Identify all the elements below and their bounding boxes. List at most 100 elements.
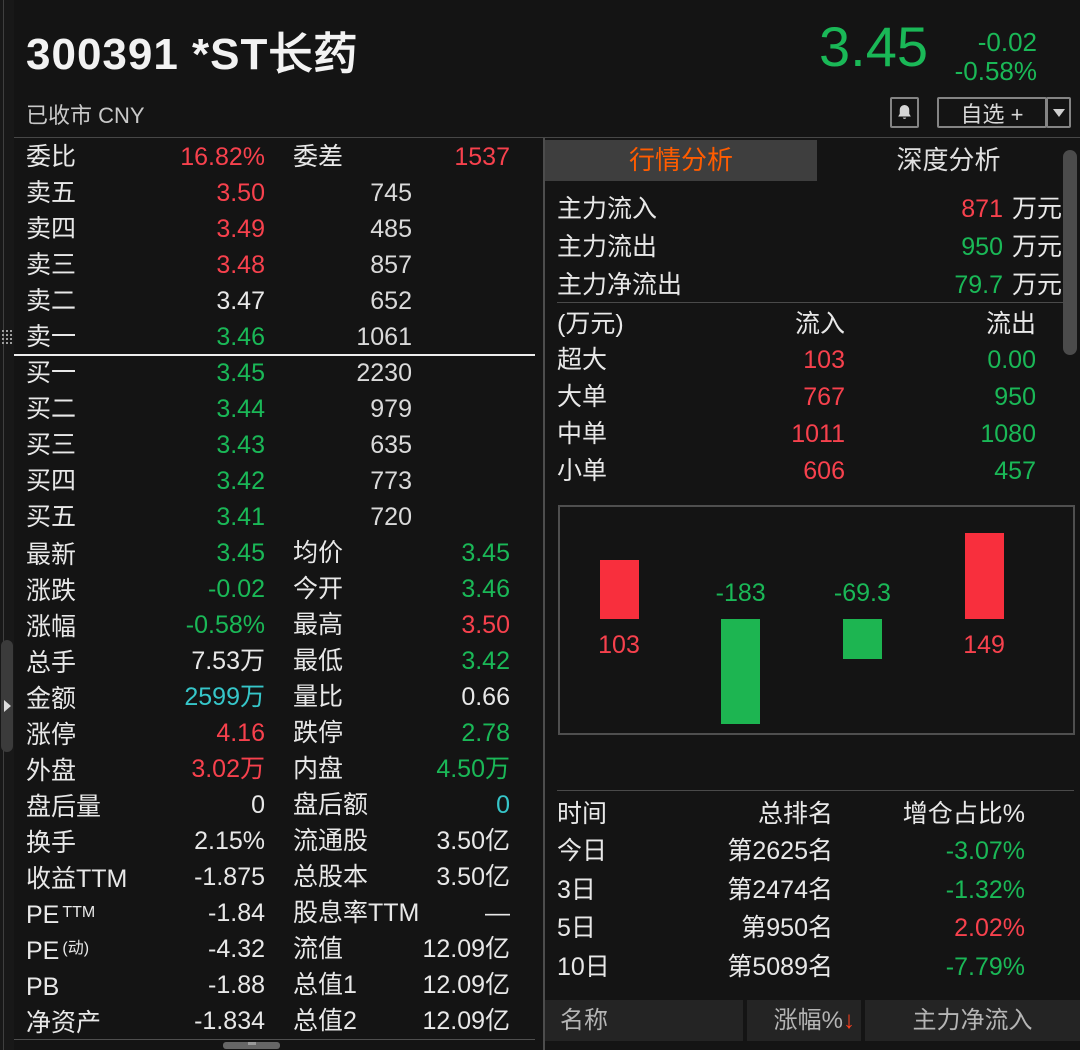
ask-row[interactable]: 卖三 3.48 857: [14, 247, 535, 283]
level-price[interactable]: 3.50: [216, 179, 265, 207]
level-price[interactable]: 3.43: [216, 431, 265, 459]
rank-time: 今日: [557, 837, 608, 865]
panel-divider[interactable]: [543, 138, 545, 1050]
stat-value-1: -0.58%: [185, 611, 265, 639]
tab-quote-analysis[interactable]: 行情分析: [545, 140, 817, 181]
stat-value-1: -0.02: [208, 575, 265, 603]
position-pct: -7.79%: [945, 952, 1025, 981]
level-price[interactable]: 3.47: [216, 287, 265, 315]
spread-divider: [14, 354, 535, 356]
quote-panel: 委比 16.82% 委差 1537 卖五 3.50 745 卖四 3.49 48…: [14, 139, 535, 1039]
vertical-scrollbar[interactable]: [1063, 150, 1077, 355]
level-label: 买五: [26, 503, 77, 531]
stat-value-1: -1.84: [208, 899, 265, 927]
flow-label: 主力流入: [557, 195, 658, 223]
bid-row[interactable]: 买五 3.41 720: [14, 499, 535, 535]
level-volume: 635: [370, 431, 412, 459]
stat-row: PE TTM -1.84 股息率TTM —: [14, 895, 535, 931]
drag-handle-icon[interactable]: [2, 330, 12, 344]
inflow-value: 606: [803, 457, 845, 485]
bid-row[interactable]: 买二 3.44 979: [14, 391, 535, 427]
left-splitter-bar[interactable]: [0, 0, 14, 1050]
flow-value: 79.7 万元: [954, 266, 1062, 304]
level-label: 卖二: [26, 287, 77, 315]
ask-row[interactable]: 卖五 3.50 745: [14, 175, 535, 211]
main-flow-row: 主力流入 871 万元: [557, 190, 1062, 228]
flow-unit: 万元: [1011, 271, 1062, 299]
flow-amount: 950: [961, 233, 1003, 261]
flow-table-row: 超大 103 0.00: [557, 342, 1036, 379]
level-price[interactable]: 3.44: [216, 395, 265, 423]
splitter-line: [3, 0, 4, 1050]
stat-label-1-suffix: [76, 616, 79, 633]
column-change-pct-sorted[interactable]: 涨幅%↓: [747, 1000, 861, 1041]
stat-row: 净资产 -1.834 总值2 12.09亿: [14, 1003, 535, 1039]
order-size-label: 超大: [557, 346, 608, 374]
netflow-bar-value-1: -183: [715, 579, 766, 607]
stat-value-2: 2.78: [461, 719, 510, 747]
stat-label-2: 总值1: [293, 971, 357, 999]
column-name[interactable]: 名称: [545, 1000, 743, 1041]
ask-row[interactable]: 卖四 3.49 485: [14, 211, 535, 247]
watchlist-dropdown-button[interactable]: [1046, 97, 1071, 128]
bid-row[interactable]: 买三 3.43 635: [14, 427, 535, 463]
level-price[interactable]: 3.42: [216, 467, 265, 495]
left-panel-bottom-border: [14, 1039, 535, 1040]
rank-value: 第2474名: [727, 875, 833, 904]
level-price[interactable]: 3.48: [216, 251, 265, 279]
stat-label-1-suffix: [76, 760, 79, 777]
flow-unit: 万元: [1011, 233, 1062, 261]
column-main-net-inflow[interactable]: 主力净流入: [865, 1000, 1080, 1041]
level-volume: 857: [370, 251, 412, 279]
add-watchlist-button[interactable]: 自选 +: [937, 97, 1047, 128]
stat-row: 外盘 3.02万 内盘 4.50万: [14, 751, 535, 787]
bid-row[interactable]: 买四 3.42 773: [14, 463, 535, 499]
stat-row: PB -1.88 总值1 12.09亿: [14, 967, 535, 1003]
stat-row: 涨幅 -0.58% 最高 3.50: [14, 607, 535, 643]
stat-value-2: 0: [496, 791, 510, 819]
stat-label-1-suffix: [76, 724, 79, 741]
chevron-down-icon: [1052, 108, 1065, 117]
change-value: -0.02: [977, 27, 1037, 57]
level-label: 买四: [26, 467, 77, 495]
stat-value-2: 12.09亿: [422, 971, 510, 999]
rank-col-rank: 总排名: [757, 800, 833, 828]
panel-expander[interactable]: [1, 640, 13, 752]
level-price[interactable]: 3.49: [216, 215, 265, 243]
stat-value-2: 3.50亿: [436, 863, 510, 891]
alert-button[interactable]: [890, 97, 919, 128]
stat-label-1: 金额: [26, 679, 124, 717]
flow-table-header: (万元) 流入 流出: [557, 306, 1036, 342]
stat-label-1-suffix: TTM: [62, 904, 96, 921]
expand-right-icon[interactable]: [4, 700, 11, 712]
netflow-bar-value-0: 103: [598, 631, 640, 659]
section-divider: [557, 790, 1074, 791]
stat-label-1-suffix: [76, 832, 79, 849]
bid-levels: 买一 3.45 2230 买二 3.44 979 买三 3.43 635 买四: [14, 355, 535, 535]
stat-label-2: 量比: [293, 683, 344, 711]
stat-label-1: 总手: [26, 643, 124, 681]
stat-row: 换手 2.15% 流通股 3.50亿: [14, 823, 535, 859]
rank-table-row: 3日 第2474名 -1.32%: [557, 871, 1025, 910]
stat-label-1: 净资产: [26, 1003, 124, 1041]
header-divider: [14, 137, 1080, 138]
ask-row[interactable]: 卖一 3.46 1061: [14, 319, 535, 355]
horizontal-scrollbar[interactable]: [223, 1042, 280, 1049]
stat-label-2: 最高: [293, 611, 344, 639]
level-price[interactable]: 3.41: [216, 503, 265, 531]
level-price[interactable]: 3.45: [216, 359, 265, 387]
flow-col-outflow: 流出: [985, 310, 1036, 338]
stat-label-1-suffix: [76, 688, 79, 705]
outflow-value: 950: [994, 383, 1036, 411]
stat-label-1: 涨停: [26, 715, 124, 753]
ratio-value: 16.82%: [180, 143, 265, 171]
level-price[interactable]: 3.46: [216, 323, 265, 351]
sort-desc-icon: ↓: [843, 1007, 855, 1034]
tab-depth-analysis[interactable]: 深度分析: [896, 145, 1001, 175]
stat-value-2: 12.09亿: [422, 935, 510, 963]
order-size-label: 小单: [557, 457, 608, 485]
rank-table: 时间 总排名 增仓占比% 今日 第2625名 -3.07% 3日 第2474名 …: [557, 796, 1025, 986]
bid-row[interactable]: 买一 3.45 2230: [14, 355, 535, 391]
flow-value: 871 万元: [961, 190, 1062, 228]
ask-row[interactable]: 卖二 3.47 652: [14, 283, 535, 319]
